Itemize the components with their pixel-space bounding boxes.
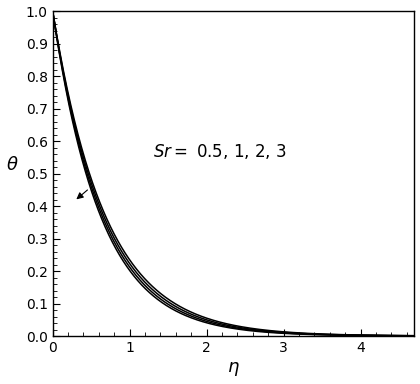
Text: $Sr=$ 0.5, 1, 2, 3: $Sr=$ 0.5, 1, 2, 3 — [153, 142, 286, 161]
Y-axis label: $\theta$: $\theta$ — [5, 156, 18, 174]
X-axis label: $\eta$: $\eta$ — [227, 361, 240, 379]
